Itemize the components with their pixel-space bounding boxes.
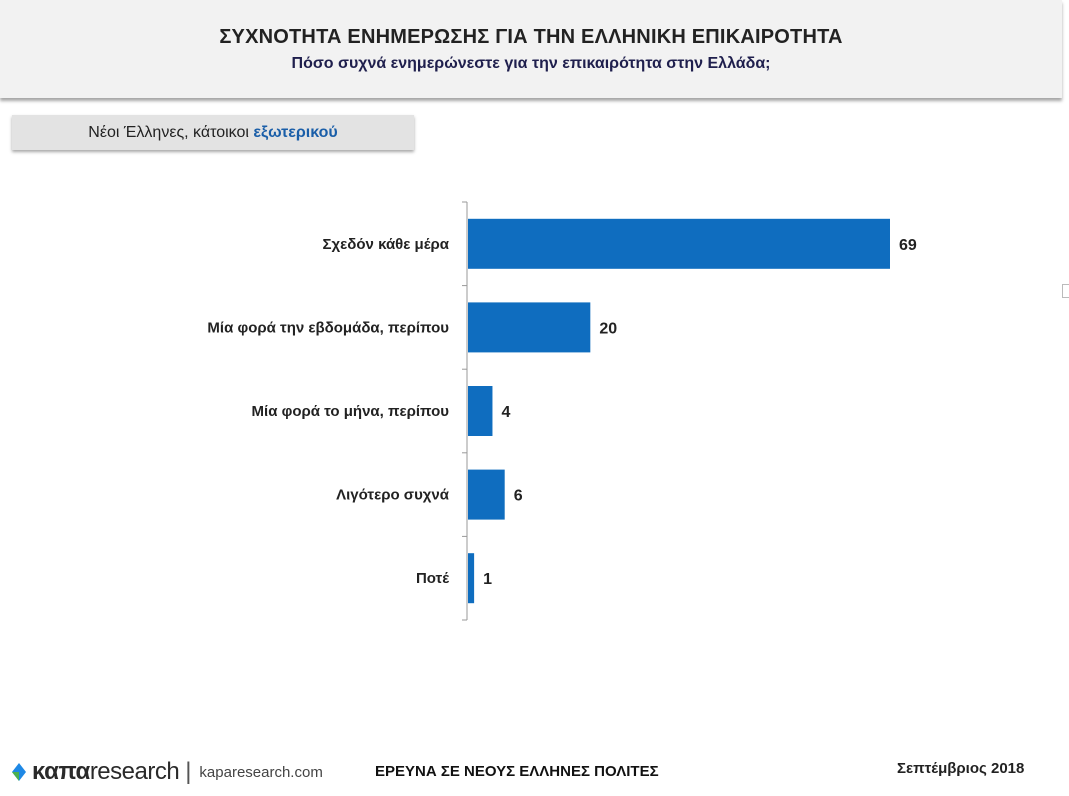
data-label: 1 <box>483 571 492 588</box>
data-label: 4 <box>501 404 510 421</box>
category-label: Λιγότερο συχνά <box>336 487 450 504</box>
logo-url: kaparesearch.com <box>199 763 323 781</box>
footer-date: Σεπτέμβριος 2018 <box>897 760 1025 777</box>
logo-brand: καπαresearch <box>32 758 180 785</box>
header-banner: ΣΥΧΝΟΤΗΤΑ ΕΝΗΜΕΡΩΣΗΣ ΓΙΑ ΤΗΝ ΕΛΛΗΝΙΚΗ ΕΠ… <box>0 0 1062 98</box>
data-label: 20 <box>599 320 617 337</box>
bar <box>468 553 475 604</box>
bar <box>468 302 591 353</box>
logo-separator: | <box>185 758 192 785</box>
bar-chart: Σχεδόν κάθε μέρα 69 Μία φορά την εβδομάδα,… <box>207 201 917 621</box>
category-label: Ποτέ <box>416 570 449 587</box>
edge-marker <box>1062 284 1069 298</box>
segment-label: Νέοι Έλληνες, κάτοικοι εξωτερικού <box>12 115 414 150</box>
chart-subtitle: Πόσο συχνά ενημερώνεστε για την επικαιρό… <box>291 55 771 72</box>
category-label: Σχεδόν κάθε μέρα <box>323 236 450 253</box>
bar <box>468 386 493 436</box>
data-label: 6 <box>514 488 523 505</box>
data-label: 69 <box>899 237 917 254</box>
chart-title: ΣΥΧΝΟΤΗΤΑ ΕΝΗΜΕΡΩΣΗΣ ΓΙΑ ΤΗΝ ΕΛΛΗΝΙΚΗ ΕΠ… <box>219 26 843 48</box>
bar <box>468 218 890 269</box>
bar <box>468 469 505 520</box>
kapa-research-logo: καπαresearch | kaparesearch.com <box>10 754 323 790</box>
category-label: Μία φορά την εβδομάδα, περίπου <box>207 319 449 336</box>
category-label: Μία φορά το μήνα, περίπου <box>252 403 450 420</box>
kapa-logo-mark-icon <box>12 763 26 781</box>
segment-label-highlight: εξωτερικού <box>253 124 338 141</box>
segment-label-plain: Νέοι Έλληνες, κάτοικοι <box>88 124 254 141</box>
footer-survey-title: ΕΡΕΥΝΑ ΣΕ ΝΕΟΥΣ ΕΛΛΗΝΕΣ ΠΟΛΙΤΕΣ <box>375 763 659 780</box>
